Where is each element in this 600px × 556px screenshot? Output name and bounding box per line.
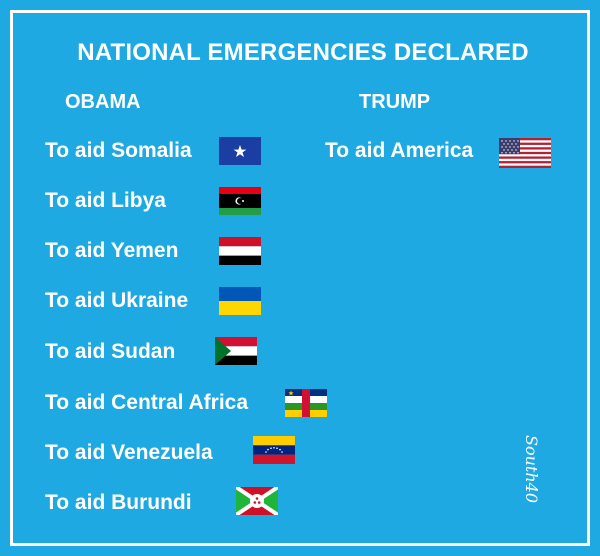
list-item-central-africa: To aid Central Africa [45,391,249,414]
sudan-flag-icon [215,337,257,365]
ukraine-flag-icon [219,287,261,315]
list-item-america: To aid America [325,139,474,162]
artist-signature: South40 [522,435,541,503]
list-item-yemen: To aid Yemen [45,239,179,262]
obama-header: OBAMA [65,91,141,113]
list-item-sudan: To aid Sudan [45,340,176,363]
poster-border [10,10,590,546]
central-african-republic-flag-icon [285,389,327,417]
usa-flag-icon [499,138,551,168]
list-item-burundi: To aid Burundi [45,491,192,514]
venezuela-flag-icon [253,436,295,464]
poster-title: NATIONAL EMERGENCIES DECLARED [77,39,529,66]
yemen-flag-icon [219,237,261,265]
burundi-flag-icon [236,487,278,515]
list-item-somalia: To aid Somalia [45,139,192,162]
libya-flag-icon [219,187,261,215]
list-item-venezuela: To aid Venezuela [45,441,213,464]
list-item-ukraine: To aid Ukraine [45,289,189,312]
trump-header: TRUMP [359,91,431,113]
list-item-libya: To aid Libya [45,189,166,212]
somalia-flag-icon [219,137,261,165]
